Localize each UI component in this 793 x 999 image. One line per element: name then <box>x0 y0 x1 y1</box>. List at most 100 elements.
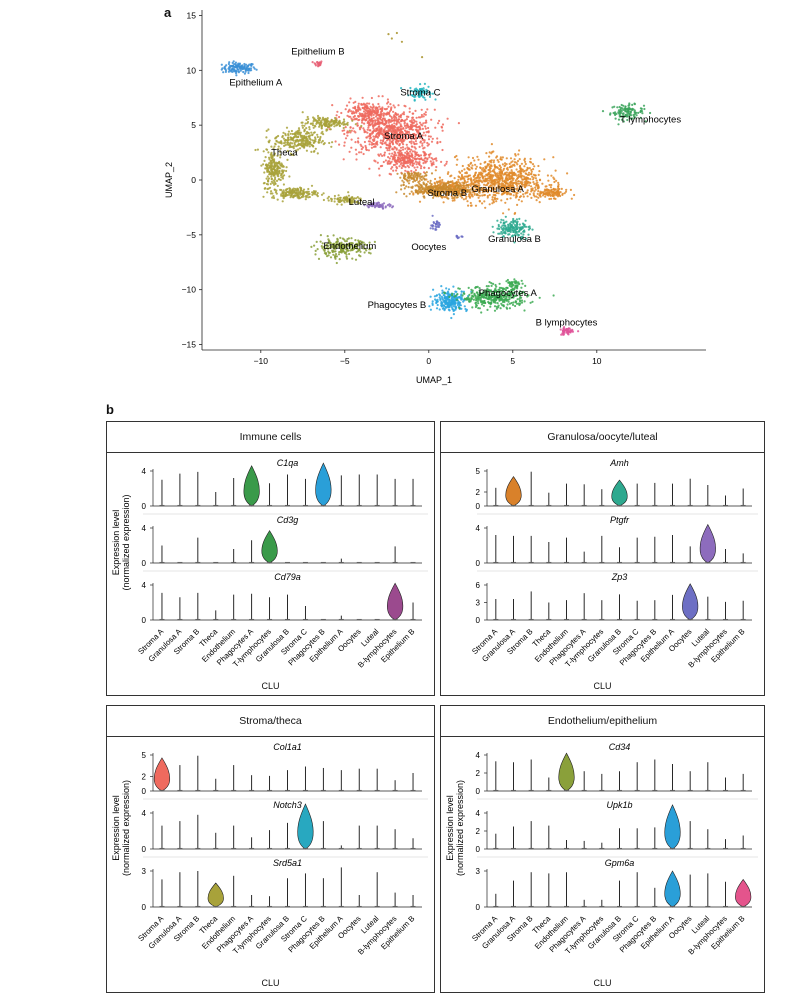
umap-point <box>335 124 338 127</box>
umap-point <box>639 116 642 119</box>
umap-point <box>297 135 300 139</box>
umap-point <box>489 305 492 308</box>
umap-point <box>537 190 540 193</box>
umap-point <box>320 125 323 128</box>
umap-point <box>439 140 442 144</box>
umap-point <box>357 104 360 107</box>
umap-point <box>486 196 489 199</box>
umap-point <box>431 92 434 95</box>
umap-point <box>316 133 319 136</box>
umap-point <box>393 128 396 131</box>
umap-point <box>435 294 439 297</box>
umap-point <box>562 333 565 336</box>
umap-point <box>455 163 458 166</box>
umap-point <box>392 169 395 172</box>
umap-point <box>408 176 411 179</box>
umap-point <box>404 105 407 108</box>
umap-point <box>334 140 337 143</box>
umap-point <box>419 83 422 86</box>
umap-point <box>618 115 621 118</box>
umap-point <box>398 160 401 163</box>
umap-point <box>321 130 324 133</box>
umap-point <box>271 192 274 195</box>
umap-point <box>413 119 416 123</box>
umap-point <box>383 153 386 156</box>
umap-point <box>423 82 426 85</box>
umap-point <box>429 295 432 298</box>
umap-point <box>396 158 399 161</box>
umap-point <box>493 305 497 308</box>
umap-point <box>517 230 521 233</box>
umap-point <box>314 193 317 196</box>
umap-point <box>529 181 532 184</box>
umap-point <box>306 122 309 125</box>
umap-point <box>536 192 539 195</box>
umap-point <box>467 204 470 207</box>
umap-point <box>513 229 516 232</box>
umap-point <box>601 110 605 113</box>
umap-point <box>364 111 367 115</box>
umap-point <box>490 143 493 146</box>
umap-point <box>282 183 285 186</box>
umap-point <box>520 299 524 302</box>
umap-point <box>292 153 295 157</box>
umap-point <box>350 110 353 113</box>
umap-point <box>373 137 376 140</box>
umap-point <box>429 135 432 138</box>
umap-point <box>423 177 426 181</box>
umap-point <box>458 182 462 185</box>
umap-point <box>279 147 282 150</box>
umap-point <box>400 188 403 191</box>
umap-point <box>495 156 498 159</box>
umap-point <box>512 171 516 174</box>
umap-point <box>511 303 515 306</box>
umap-point <box>491 179 494 182</box>
umap-point <box>557 189 560 192</box>
umap-point <box>424 111 427 114</box>
umap-point <box>633 103 637 106</box>
y-tick-label: 10 <box>187 65 197 75</box>
umap-point <box>528 184 531 187</box>
umap-point <box>465 297 468 300</box>
umap-point <box>415 136 418 140</box>
umap-point <box>514 230 518 234</box>
umap-point <box>357 109 360 113</box>
umap-point <box>373 109 376 113</box>
umap-point <box>410 142 413 145</box>
umap-point <box>281 175 284 178</box>
umap-point <box>422 182 425 185</box>
umap-point <box>577 330 580 333</box>
umap-point <box>378 117 381 120</box>
umap-point <box>295 189 298 193</box>
umap-point <box>327 254 330 257</box>
umap-point <box>467 163 470 167</box>
umap-point <box>366 128 369 131</box>
umap-point <box>508 176 511 179</box>
umap-point <box>506 166 509 169</box>
umap-point <box>379 146 382 149</box>
umap-point <box>481 168 484 171</box>
umap-point <box>368 143 371 146</box>
umap-point <box>486 177 489 180</box>
umap-point <box>483 179 486 183</box>
umap-point <box>319 135 322 139</box>
umap-point <box>406 146 409 149</box>
umap-point <box>399 131 402 134</box>
umap-point <box>430 162 433 165</box>
umap-point <box>343 129 346 132</box>
umap-point <box>307 132 310 135</box>
umap-point <box>524 162 527 166</box>
umap-point <box>348 101 351 104</box>
umap-point <box>368 140 372 143</box>
umap-point <box>275 140 278 143</box>
umap-point <box>404 169 407 172</box>
umap-point <box>248 67 251 70</box>
umap-point <box>474 204 478 207</box>
umap-point <box>500 218 503 221</box>
umap-point <box>436 142 439 145</box>
umap-point <box>435 225 438 229</box>
umap-point <box>286 139 289 142</box>
umap-point <box>270 151 273 154</box>
umap-point <box>624 105 627 108</box>
umap-point <box>339 236 342 239</box>
